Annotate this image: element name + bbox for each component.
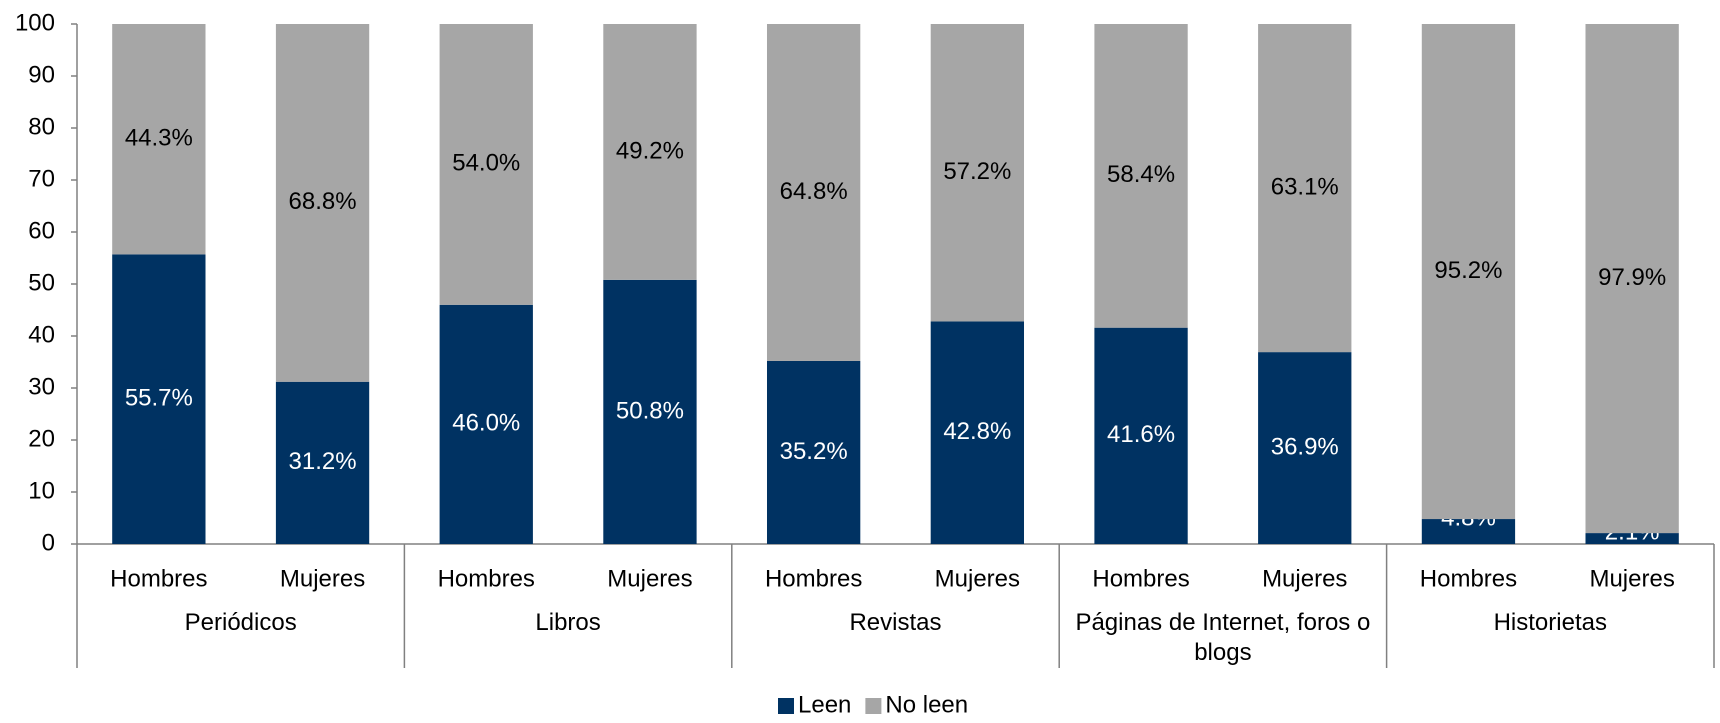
- bar-segment: [1585, 533, 1679, 544]
- value-label: 54.0%: [452, 150, 520, 177]
- value-label: 64.8%: [780, 178, 848, 205]
- x-tick-label: Hombres: [1092, 565, 1189, 592]
- bar-segment: [1421, 24, 1516, 520]
- x-tick-label: Mujeres: [1262, 565, 1347, 592]
- value-label: 55.7%: [125, 385, 193, 412]
- y-tick-label: 100: [15, 9, 55, 36]
- value-label: 35.2%: [780, 438, 848, 465]
- bar-segment: [1258, 24, 1352, 353]
- bar-segment: [439, 24, 533, 305]
- group-label: Revistas: [849, 609, 942, 636]
- bar-segment: [439, 304, 533, 544]
- x-tick-label: Mujeres: [935, 565, 1020, 592]
- bar-segment: [275, 381, 370, 544]
- value-label: 68.8%: [289, 188, 357, 215]
- legend-swatch: [865, 698, 882, 714]
- value-label: 63.1%: [1271, 173, 1339, 200]
- y-tick-label: 20: [28, 425, 55, 452]
- x-tick-label: Hombres: [765, 565, 862, 592]
- bar-segment: [930, 24, 1025, 322]
- legend-label: No leen: [885, 691, 968, 718]
- y-tick-label: 90: [28, 61, 55, 88]
- y-tick-label: 10: [28, 477, 55, 504]
- x-tick-label: Hombres: [110, 565, 207, 592]
- x-tick-label: Hombres: [1420, 565, 1517, 592]
- value-label: 44.3%: [125, 125, 193, 152]
- value-label: 31.2%: [289, 448, 357, 475]
- bar-segment: [766, 360, 861, 544]
- value-label: 49.2%: [616, 137, 684, 164]
- x-tick-label: Mujeres: [607, 565, 692, 592]
- bar-segment: [1421, 519, 1516, 544]
- y-tick-label: 30: [28, 373, 55, 400]
- value-label: 50.8%: [616, 397, 684, 424]
- x-tick-label: Mujeres: [1589, 565, 1674, 592]
- y-tick-label: 70: [28, 165, 55, 192]
- value-label: 46.0%: [452, 410, 520, 437]
- bar-segment: [1094, 327, 1188, 544]
- group-label: Páginas de Internet, foros o blogs: [1075, 609, 1371, 666]
- legend-swatch: [778, 698, 794, 714]
- bar-segment: [1094, 24, 1188, 328]
- bar-segment: [112, 254, 206, 545]
- bar-segment: [1258, 352, 1352, 544]
- value-label: 57.2%: [943, 158, 1011, 185]
- bar-segment: [112, 24, 206, 255]
- value-label: 36.9%: [1271, 433, 1339, 460]
- bar-segment: [275, 24, 370, 382]
- y-tick-label: 80: [28, 113, 55, 140]
- y-tick-label: 60: [28, 217, 55, 244]
- bar-segment: [603, 24, 697, 280]
- value-label: 42.8%: [943, 418, 1011, 445]
- bar-segment: [1585, 24, 1679, 534]
- value-label: 97.9%: [1598, 264, 1666, 291]
- bar-segment: [766, 24, 861, 361]
- bar-segment: [930, 321, 1025, 544]
- y-tick-label: 50: [28, 269, 55, 296]
- group-label: Periódicos: [184, 609, 297, 636]
- bar-segment: [603, 279, 697, 544]
- legend-label: Leen: [798, 691, 851, 718]
- y-tick-label: 0: [42, 529, 55, 556]
- x-tick-label: Mujeres: [280, 565, 365, 592]
- value-label: 41.6%: [1107, 421, 1175, 448]
- value-label: 95.2%: [1434, 257, 1502, 284]
- y-tick-label: 40: [28, 321, 55, 348]
- group-label: Historietas: [1493, 609, 1607, 636]
- x-tick-label: Hombres: [438, 565, 535, 592]
- group-label: Libros: [535, 609, 601, 636]
- value-label: 58.4%: [1107, 161, 1175, 188]
